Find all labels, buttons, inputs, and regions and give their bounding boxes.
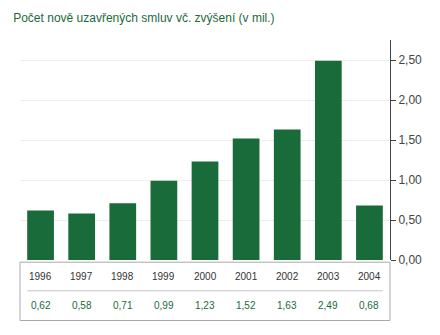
svg-text:0,00: 0,00 [398, 253, 422, 267]
svg-text:1,23: 1,23 [195, 300, 215, 311]
svg-text:1998: 1998 [111, 271, 134, 282]
svg-text:2,49: 2,49 [318, 300, 338, 311]
svg-text:1996: 1996 [29, 271, 52, 282]
svg-text:2003: 2003 [317, 271, 340, 282]
svg-text:Počet nově uzavřených smluv vč: Počet nově uzavřených smluv vč. zvýšení … [13, 11, 274, 25]
svg-text:0,58: 0,58 [72, 300, 92, 311]
svg-text:0,68: 0,68 [359, 300, 379, 311]
svg-text:1,63: 1,63 [277, 300, 297, 311]
svg-text:0,50: 0,50 [398, 213, 422, 227]
svg-text:2001: 2001 [235, 271, 258, 282]
svg-text:2002: 2002 [276, 271, 299, 282]
svg-text:1,50: 1,50 [398, 133, 422, 147]
svg-text:2,00: 2,00 [398, 93, 422, 107]
svg-text:2004: 2004 [358, 271, 381, 282]
svg-text:1997: 1997 [70, 271, 93, 282]
svg-text:0,62: 0,62 [31, 300, 51, 311]
svg-text:0,99: 0,99 [154, 300, 174, 311]
svg-text:2000: 2000 [194, 271, 217, 282]
svg-text:2,50: 2,50 [398, 53, 422, 67]
svg-text:1,52: 1,52 [236, 300, 256, 311]
svg-text:1999: 1999 [152, 271, 175, 282]
svg-text:0,71: 0,71 [113, 300, 133, 311]
svg-text:1,00: 1,00 [398, 173, 422, 187]
